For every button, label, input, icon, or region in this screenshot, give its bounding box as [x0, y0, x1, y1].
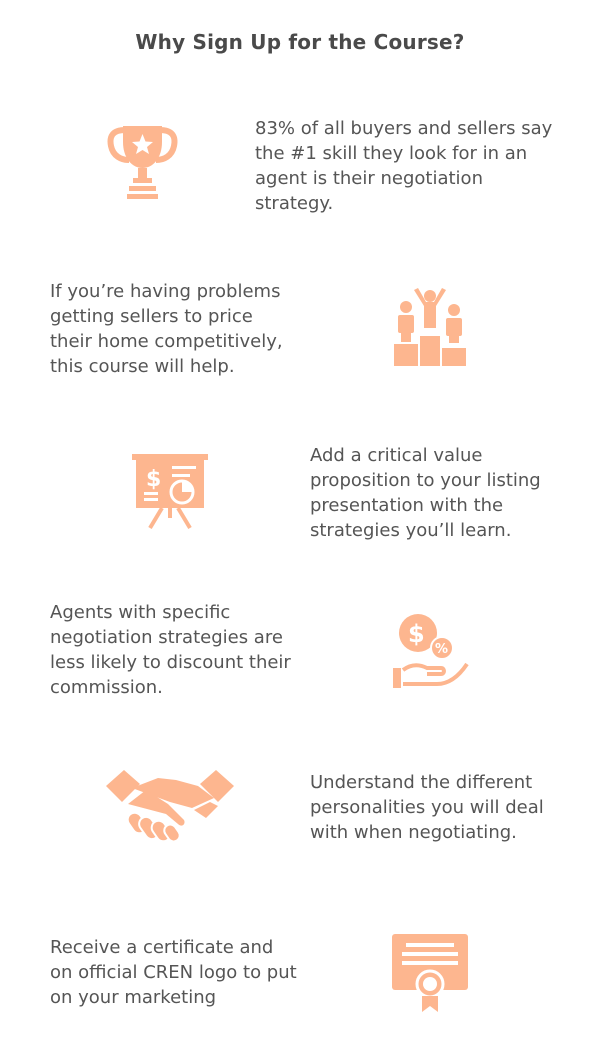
podium-winners-icon	[392, 288, 468, 366]
benefit-text-5: Understand the different personalities y…	[310, 772, 544, 843]
benefit-text-4: Agents with specific negotiation strateg…	[50, 602, 291, 698]
presentation-board-icon: $	[132, 454, 208, 530]
benefit-text-3: Add a critical value proposition to your…	[310, 445, 541, 541]
trophy-icon	[105, 122, 180, 202]
benefit-text-2: If you’re having problems getting seller…	[50, 281, 283, 377]
benefit-text-6: Receive a certificate and on official CR…	[50, 937, 297, 1008]
hand-coins-icon: $ %	[393, 612, 469, 688]
certificate-icon	[392, 934, 468, 1012]
svg-text:$: $	[146, 467, 161, 492]
svg-text:$: $	[408, 620, 425, 648]
benefit-text-1: 83% of all buyers and sellers say the #1…	[255, 118, 553, 214]
page-title: Why Sign Up for the Course?	[135, 30, 465, 54]
handshake-icon	[106, 768, 234, 846]
svg-text:%: %	[435, 642, 448, 657]
